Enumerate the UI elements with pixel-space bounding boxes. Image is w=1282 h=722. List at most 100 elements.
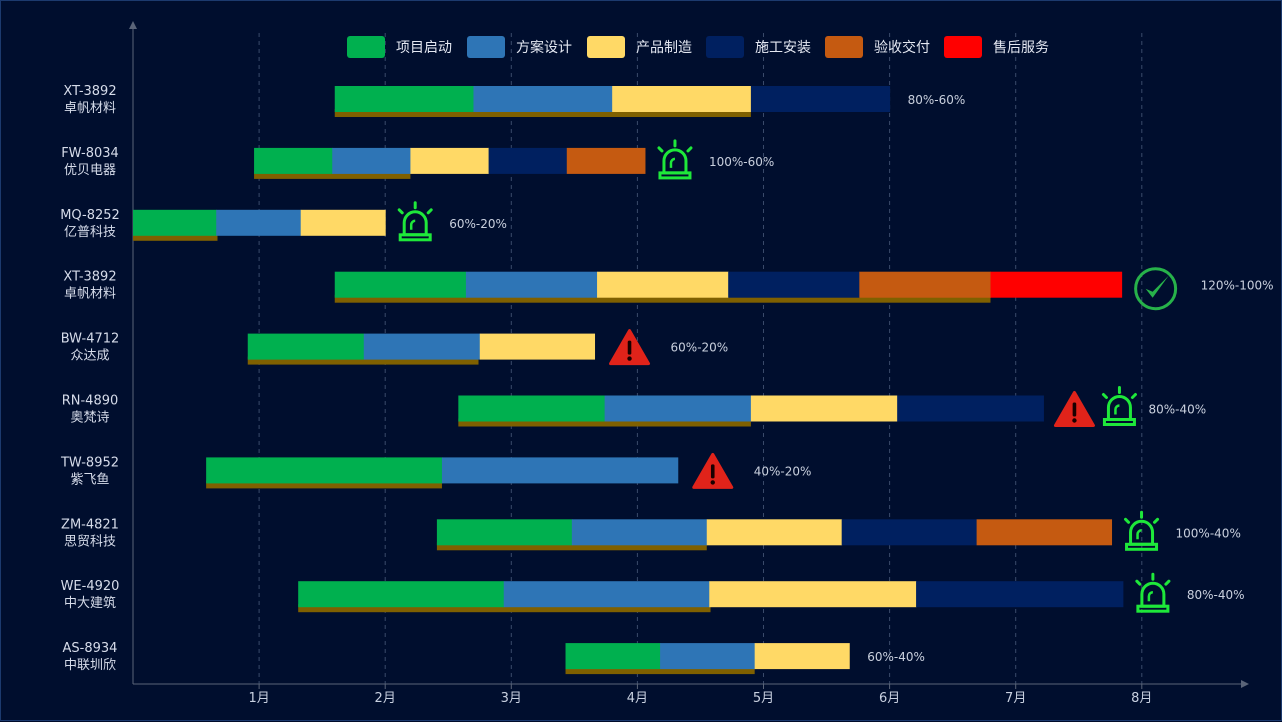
phase-bar (728, 271, 860, 298)
row-name-label: 卓帆材料 (64, 101, 116, 116)
phase-bar (334, 86, 474, 112)
legend-swatch (706, 36, 744, 58)
phase-bar (990, 271, 1123, 298)
phase-bar (859, 271, 991, 298)
gantt-row: BW-4712 众达成 60%-20% (61, 329, 729, 366)
row-name-label: 思贸科技 (64, 534, 116, 549)
row-code-label: XT-3892 (63, 84, 116, 99)
phase-bar (571, 519, 708, 546)
progress-bar (133, 232, 218, 241)
progress-bar (298, 604, 711, 613)
progress-percent-label: 60%-20% (449, 217, 507, 231)
row-code-label: RN-4890 (62, 394, 119, 409)
warning-icon (609, 329, 651, 366)
legend-swatch (825, 36, 863, 58)
phase-bar (410, 147, 490, 174)
progress-percent-label: 60%-20% (671, 341, 729, 355)
legend-label: 产品制造 (636, 40, 692, 56)
legend-swatch (587, 36, 625, 58)
warning-icon (692, 452, 734, 489)
row-name-label: 奥梵诗 (70, 411, 109, 426)
phase-bar (660, 643, 756, 670)
gantt-row: ZM-4821 思贸科技 100%-40% (61, 510, 1241, 551)
row-code-label: TW-8952 (60, 455, 119, 470)
x-tick-label: 1月 (248, 691, 269, 706)
phase-bar (503, 581, 710, 608)
phase-bar (488, 147, 568, 174)
phase-bar (334, 271, 467, 298)
gantt-row: AS-8934 中联圳欣 60%-40% (63, 641, 925, 675)
phase-bar (133, 209, 217, 236)
row-name-label: 亿普科技 (64, 225, 116, 240)
gantt-row: MQ-8252 亿普科技 60%-20% (60, 201, 507, 242)
warning-icon (1053, 391, 1095, 427)
phase-bar (247, 333, 365, 360)
legend-label: 项目启动 (396, 40, 452, 56)
gantt-row: XT-3892 卓帆材料 80%-60% (63, 84, 965, 117)
phase-bar (565, 643, 661, 670)
progress-percent-label: 40%-20% (754, 464, 812, 478)
siren-icon (397, 201, 433, 242)
phase-bar (750, 86, 891, 112)
phase-bar (441, 457, 679, 484)
phase-bar (458, 395, 606, 422)
phase-bar (754, 643, 850, 670)
siren-icon (657, 139, 693, 180)
legend-swatch (944, 36, 982, 58)
row-code-label: WE-4920 (61, 579, 120, 594)
gantt-row: RN-4890 奥梵诗 80%-40% (62, 386, 1206, 427)
row-code-label: FW-8034 (61, 146, 119, 161)
row-name-label: 优贝电器 (64, 163, 116, 178)
progress-bar (334, 109, 751, 117)
x-tick-label: 7月 (1005, 691, 1026, 706)
row-name-label: 中大建筑 (64, 595, 116, 611)
progress-percent-label: 100%-40% (1176, 526, 1241, 540)
progress-bar (206, 480, 442, 489)
phase-bar (254, 147, 333, 174)
legend-label: 售后服务 (993, 40, 1049, 56)
x-tick-label: 2月 (375, 691, 396, 706)
phase-bar (750, 395, 898, 422)
phase-bar (479, 333, 596, 360)
phase-bar (473, 86, 613, 112)
gantt-row: FW-8034 优贝电器 100%-60% (61, 139, 774, 180)
siren-icon (1124, 510, 1160, 551)
phase-bar (300, 209, 386, 236)
phase-bar (916, 581, 1124, 608)
row-code-label: MQ-8252 (60, 208, 120, 223)
check-circle-icon (1134, 267, 1178, 311)
progress-bar (254, 170, 411, 179)
progress-percent-label: 60%-40% (867, 650, 925, 664)
legend-label: 方案设计 (516, 39, 572, 56)
legend-swatch (467, 36, 505, 58)
progress-percent-label: 120%-100% (1201, 279, 1274, 293)
progress-bar (565, 666, 755, 675)
legend-label: 施工安装 (755, 40, 811, 56)
progress-bar (334, 294, 991, 303)
progress-percent-label: 100%-60% (709, 155, 774, 169)
phase-bar (216, 209, 302, 236)
legend-swatch (347, 36, 385, 58)
row-name-label: 紫飞鱼 (70, 471, 109, 487)
progress-bar (247, 356, 479, 365)
phase-bar (897, 395, 1044, 422)
phase-bar (841, 519, 978, 546)
phase-bar (465, 271, 598, 298)
x-axis-arrow-icon (1241, 680, 1249, 688)
phase-bar (436, 519, 573, 546)
phase-bar (709, 581, 917, 608)
legend-label: 验收交付 (874, 39, 930, 56)
row-code-label: XT-3892 (63, 270, 116, 285)
phase-bar (976, 519, 1113, 546)
row-name-label: 中联圳欣 (64, 658, 116, 673)
x-tick-label: 4月 (627, 691, 648, 706)
phase-bar (604, 395, 752, 422)
x-tick-label: 6月 (879, 691, 900, 706)
x-tick-label: 8月 (1131, 691, 1152, 706)
phase-bar (566, 147, 646, 174)
progress-percent-label: 80%-40% (1148, 403, 1206, 417)
